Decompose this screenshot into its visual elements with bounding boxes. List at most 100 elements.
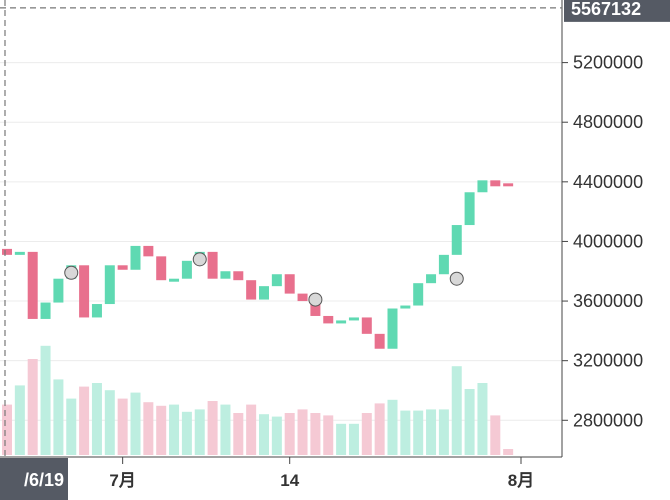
candle[interactable] bbox=[143, 245, 154, 257]
candle[interactable] bbox=[91, 304, 102, 318]
candle[interactable] bbox=[104, 265, 115, 305]
candle[interactable] bbox=[259, 286, 269, 300]
volume-bar bbox=[348, 423, 359, 455]
volume-bar bbox=[451, 366, 462, 455]
volume-bar bbox=[490, 415, 501, 455]
candle[interactable] bbox=[14, 251, 25, 255]
volume-bar bbox=[400, 410, 411, 455]
volume-bars bbox=[2, 345, 514, 455]
volume-bar bbox=[104, 390, 115, 455]
volume-bar bbox=[181, 411, 192, 455]
candle[interactable] bbox=[40, 302, 51, 319]
candle[interactable] bbox=[464, 192, 475, 226]
candle[interactable] bbox=[233, 271, 244, 281]
y-tick-label: 2800000 bbox=[573, 410, 643, 430]
volume-bar bbox=[207, 401, 218, 455]
candle[interactable] bbox=[181, 260, 192, 279]
candle[interactable] bbox=[27, 251, 38, 319]
volume-bar bbox=[233, 413, 244, 455]
candle[interactable] bbox=[477, 180, 488, 193]
volume-bar bbox=[464, 389, 475, 455]
volume-bar bbox=[297, 409, 308, 455]
candle[interactable] bbox=[438, 254, 449, 275]
volume-bar bbox=[477, 383, 488, 455]
volume-bar bbox=[438, 409, 449, 455]
volume-bar bbox=[40, 345, 51, 455]
signal-marker[interactable] bbox=[308, 292, 323, 307]
candle[interactable] bbox=[79, 265, 90, 318]
signal-marker[interactable] bbox=[449, 271, 464, 286]
volume-bar bbox=[2, 404, 12, 455]
y-tick-label: 4800000 bbox=[573, 112, 643, 132]
volume-bar bbox=[271, 416, 282, 455]
volume-bar bbox=[374, 403, 385, 455]
volume-bar bbox=[284, 413, 295, 455]
y-tick-label: 5200000 bbox=[573, 53, 643, 73]
candle[interactable] bbox=[323, 315, 334, 324]
volume-bar bbox=[169, 404, 180, 455]
volume-bar bbox=[336, 423, 347, 455]
volume-bar bbox=[27, 359, 38, 455]
volume-bar bbox=[246, 404, 257, 455]
volume-bar bbox=[117, 398, 128, 455]
candle[interactable] bbox=[156, 256, 167, 281]
candle[interactable] bbox=[310, 301, 321, 316]
axes: 5200000 4800000 4400000 4000000 3600000 32000… bbox=[0, 0, 643, 490]
volume-bar bbox=[91, 383, 102, 455]
candle[interactable] bbox=[451, 225, 462, 255]
candle[interactable] bbox=[490, 180, 501, 187]
x-tick-label: 14 bbox=[280, 471, 299, 490]
volume-bar bbox=[361, 413, 372, 455]
candle[interactable] bbox=[246, 280, 257, 300]
y-tick-label: 3200000 bbox=[573, 351, 643, 371]
crosshair-price-label: 5567132 bbox=[571, 0, 641, 19]
candle[interactable] bbox=[284, 274, 295, 294]
y-tick-label: 4000000 bbox=[573, 231, 643, 251]
volume-bar bbox=[143, 402, 154, 455]
volume-bar bbox=[503, 449, 514, 455]
candle[interactable] bbox=[130, 245, 141, 270]
candle[interactable] bbox=[271, 274, 282, 287]
volume-bar bbox=[156, 405, 167, 455]
volume-bar bbox=[14, 385, 25, 455]
signal-marker[interactable] bbox=[64, 265, 79, 280]
volume-bar bbox=[259, 414, 269, 455]
candle[interactable] bbox=[348, 317, 359, 321]
candle[interactable] bbox=[207, 251, 218, 279]
candle[interactable] bbox=[361, 317, 372, 334]
signal-marker[interactable] bbox=[192, 252, 207, 267]
volume-bar bbox=[323, 415, 334, 455]
candle[interactable] bbox=[426, 274, 437, 284]
candle[interactable] bbox=[374, 333, 385, 349]
volume-bar bbox=[310, 413, 321, 455]
volume-bar bbox=[220, 404, 231, 455]
y-tick-label: 3600000 bbox=[573, 291, 643, 311]
candle[interactable] bbox=[413, 283, 424, 306]
candle[interactable] bbox=[297, 293, 308, 302]
candle[interactable] bbox=[53, 278, 64, 303]
candle[interactable] bbox=[2, 248, 12, 255]
candle[interactable] bbox=[336, 320, 347, 324]
grid-lines bbox=[0, 62, 562, 421]
volume-bar bbox=[53, 379, 64, 455]
candle[interactable] bbox=[387, 308, 398, 349]
volume-bar bbox=[413, 410, 424, 455]
candle[interactable] bbox=[169, 278, 180, 282]
signal-markers[interactable] bbox=[64, 252, 464, 307]
crosshair-date-label: /6/19 bbox=[24, 470, 64, 490]
candle[interactable] bbox=[220, 271, 231, 279]
volume-bar bbox=[79, 386, 90, 455]
volume-bar bbox=[426, 409, 437, 455]
candle[interactable] bbox=[117, 265, 128, 270]
volume-bar bbox=[66, 398, 77, 455]
candle[interactable] bbox=[400, 305, 411, 309]
candles[interactable] bbox=[2, 180, 514, 349]
crosshair-date-tag bbox=[0, 458, 68, 500]
volume-bar bbox=[387, 399, 398, 455]
crosshair-price-tag bbox=[564, 0, 670, 22]
volume-bar bbox=[194, 409, 205, 455]
candle[interactable] bbox=[503, 183, 514, 187]
